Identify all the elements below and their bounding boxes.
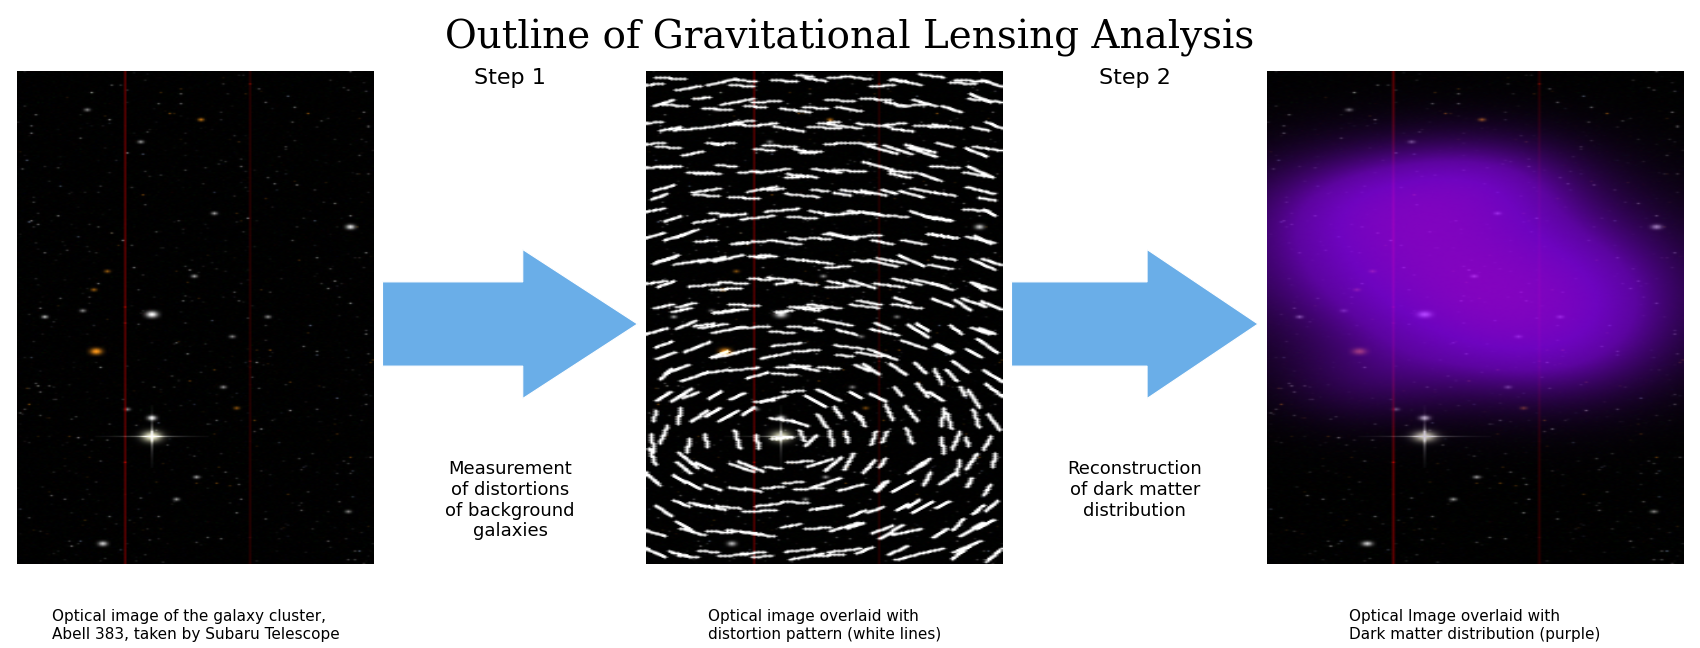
Text: Measurement
of distortions
of background
galaxies: Measurement of distortions of background… [445,460,575,540]
Text: Optical Image overlaid with
Dark matter distribution (purple): Optical Image overlaid with Dark matter … [1350,609,1600,642]
Text: Step 2: Step 2 [1098,68,1171,87]
Text: Optical image of the galaxy cluster,
Abell 383, taken by Subaru Telescope: Optical image of the galaxy cluster, Abe… [51,609,340,642]
Text: Step 1: Step 1 [474,68,546,87]
Text: Optical image overlaid with
distortion pattern (white lines): Optical image overlaid with distortion p… [707,609,942,642]
Text: Reconstruction
of dark matter
distribution: Reconstruction of dark matter distributi… [1068,460,1202,520]
Text: Outline of Gravitational Lensing Analysis: Outline of Gravitational Lensing Analysi… [445,19,1255,58]
